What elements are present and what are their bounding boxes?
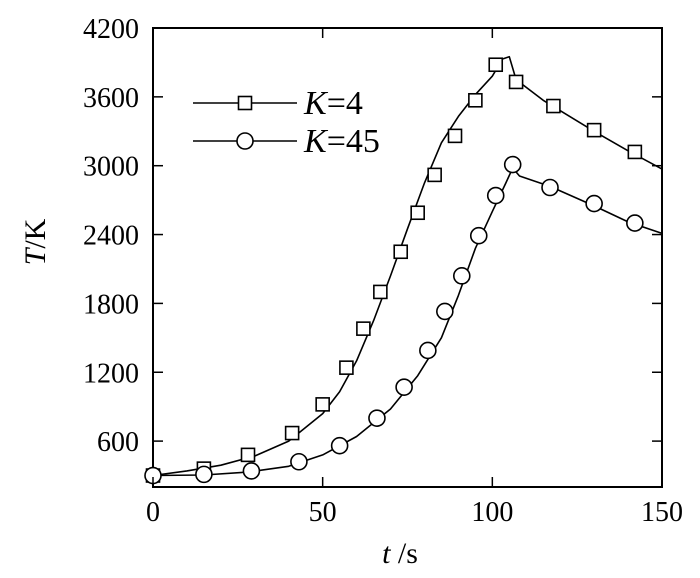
y-tick-label: 3600 (83, 83, 139, 114)
legend-marker-1 (237, 95, 253, 111)
y-axis-unit: /K (19, 218, 52, 248)
data-point-series-1 (393, 244, 409, 260)
data-point-series-1 (356, 321, 371, 336)
data-point-series-1 (586, 122, 602, 138)
data-point-series-1 (508, 74, 524, 90)
series-line-2 (152, 167, 663, 477)
data-point-series-1 (546, 98, 561, 114)
data-point-series-2 (395, 378, 413, 396)
y-tick-label: 2400 (83, 221, 139, 252)
data-point-series-2 (290, 452, 308, 471)
x-tick-label: 0 (146, 497, 160, 528)
y-axis-title: T/K (19, 218, 52, 265)
data-point-series-1 (410, 205, 425, 221)
ticks: 0 50 100 150 600 1200 1800 2400 3000 3600 4200 (83, 14, 683, 528)
plot-border (152, 27, 663, 488)
data-point-series-2 (503, 155, 522, 174)
data-point-series-2 (436, 302, 454, 321)
markers (144, 57, 644, 485)
data-point-series-2 (585, 194, 603, 213)
y-tick-label: 1800 (83, 289, 139, 320)
data-point-series-2 (626, 214, 644, 232)
legend-label-1: K=4 (303, 85, 363, 122)
legend-label-2: K=45 (303, 123, 380, 160)
data-point-series-2 (330, 436, 349, 455)
x-axis-unit: /s (390, 537, 418, 570)
curves (152, 55, 663, 477)
data-point-series-1 (373, 284, 388, 300)
data-point-series-1 (284, 425, 300, 441)
data-point-series-1 (339, 360, 354, 375)
data-point-series-1 (488, 57, 504, 73)
legend-marker-2 (236, 132, 254, 150)
data-point-series-1 (240, 447, 256, 463)
series-line-1 (152, 55, 663, 477)
data-point-series-2 (195, 465, 213, 484)
y-tick-label: 1200 (83, 358, 139, 389)
plot-frame (152, 27, 663, 488)
data-point-series-2 (486, 186, 505, 205)
y-tick-label: 4200 (83, 14, 139, 45)
data-point-series-2 (469, 226, 488, 245)
x-tick-label: 100 (471, 497, 513, 528)
data-point-series-1 (315, 397, 330, 412)
data-point-series-2 (452, 267, 471, 285)
x-tick-label: 150 (641, 497, 683, 528)
x-tick-label: 50 (309, 497, 337, 528)
data-point-series-1 (468, 92, 483, 108)
y-tick-label: 600 (97, 427, 139, 458)
data-point-series-2 (242, 462, 261, 480)
data-point-series-1 (427, 167, 442, 183)
data-point-series-1 (627, 144, 643, 160)
x-axis-variable: t (382, 537, 391, 570)
y-tick-label: 3000 (83, 152, 139, 183)
data-point-series-2 (419, 341, 437, 360)
data-point-series-2 (368, 409, 386, 427)
x-axis-title: t /s (382, 537, 418, 570)
y-axis-variable: T (19, 246, 52, 265)
data-point-series-2 (541, 178, 559, 197)
data-point-series-1 (447, 128, 463, 144)
legend: K=4K=45 (193, 85, 380, 160)
